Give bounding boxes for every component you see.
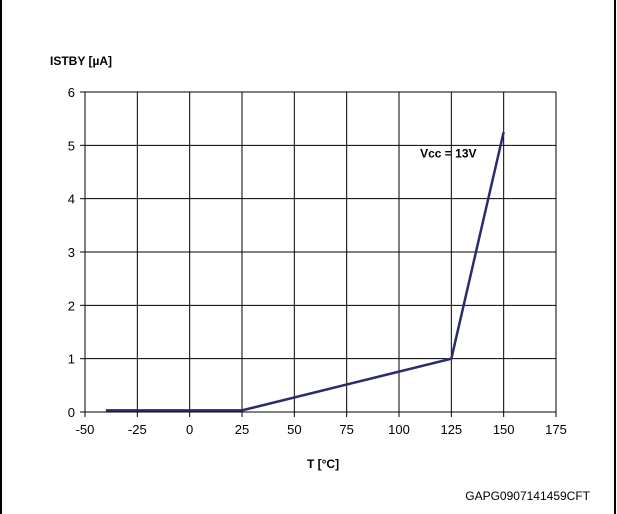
series-line-0 — [105, 131, 505, 412]
x-axis-title: T [°C] — [307, 457, 339, 471]
x-tick-label-100: 100 — [388, 422, 410, 437]
x-tick-label-75: 75 — [339, 422, 353, 437]
x-tick-label-125: 125 — [440, 422, 462, 437]
y-tick-label-2: 2 — [68, 298, 75, 313]
x-tick-label--50: -50 — [76, 422, 95, 437]
figure-id: GAPG0907141459CFT — [465, 489, 590, 503]
y-tick-label-6: 6 — [68, 85, 75, 100]
axes — [80, 91, 557, 417]
series — [105, 131, 505, 412]
x-tick-label-0: 0 — [186, 422, 193, 437]
y-tick-label-5: 5 — [68, 138, 75, 153]
tick-labels: 0 1 2 3 4 5 6 -50 -25 0 25 50 75 100 125 150 175 — [68, 85, 567, 437]
x-tick-label-50: 50 — [287, 422, 301, 437]
x-tick-label-175: 175 — [545, 422, 567, 437]
x-tick-label--25: -25 — [128, 422, 147, 437]
x-tick-label-150: 150 — [493, 422, 515, 437]
y-axis-title: ISTBY [µA] — [50, 54, 112, 68]
grid — [85, 91, 557, 412]
y-tick-label-0: 0 — [68, 405, 75, 420]
y-tick-label-4: 4 — [68, 192, 75, 207]
x-tick-label-25: 25 — [235, 422, 249, 437]
y-tick-label-3: 3 — [68, 245, 75, 260]
annotation-vcc: Vcc = 13V — [420, 146, 476, 160]
y-tick-label-1: 1 — [68, 352, 75, 367]
